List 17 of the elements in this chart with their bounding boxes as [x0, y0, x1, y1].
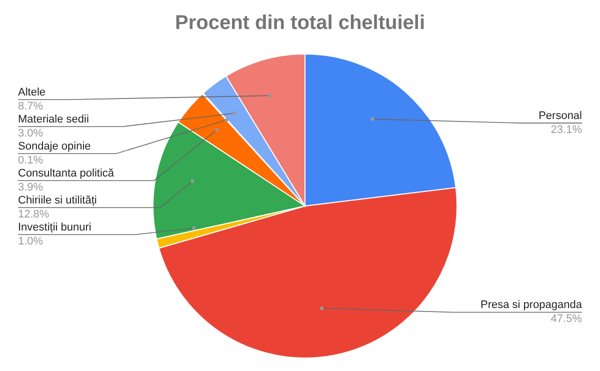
data-label: 8.7%	[18, 100, 44, 113]
slice-label: Materiale sedii	[18, 114, 89, 126]
data-label: 0.1%	[18, 154, 44, 167]
data-label: 23.1%	[550, 124, 582, 136]
slice-label: Altele	[18, 86, 46, 99]
data-label: 1.0%	[18, 236, 44, 248]
data-label: 3.9%	[18, 182, 44, 194]
slice-label: Investiții bunuri	[18, 222, 92, 234]
slice-label: Presa si propaganda	[480, 299, 583, 312]
data-label: 12.8%	[18, 208, 50, 221]
chart-title: Procent din total cheltuieli	[174, 12, 426, 35]
data-label: 47.5%	[550, 313, 582, 326]
slice-label: Chiriile si utilități	[18, 194, 97, 207]
slice-label: Personal	[538, 110, 582, 122]
slice-label: Consultanta politică	[18, 168, 115, 180]
slice-label: Sondaje opinie	[18, 140, 91, 153]
data-label: 3.0%	[18, 128, 44, 140]
